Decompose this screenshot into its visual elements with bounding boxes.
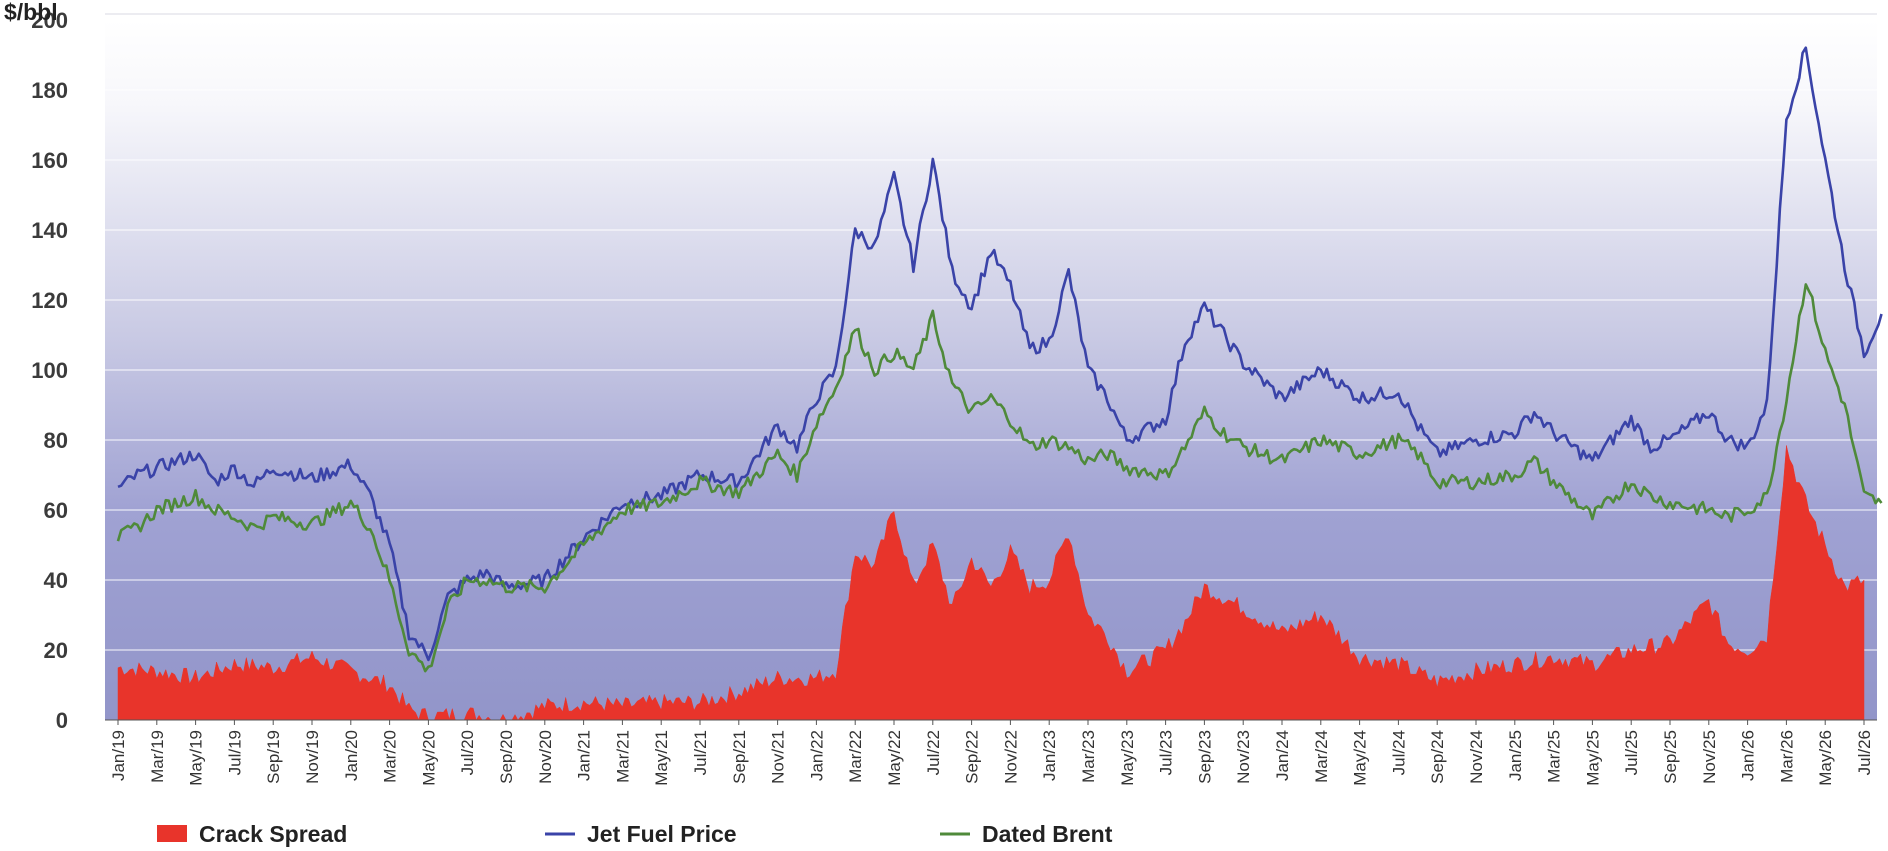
y-axis: 0 20 40 60 80 100 120 140 160 180 200	[31, 8, 1877, 733]
y-tick-label: 120	[31, 288, 68, 313]
x-tick-label: Sep/25	[1661, 730, 1680, 784]
x-tick-label: Sep/22	[963, 730, 982, 784]
x-tick-label: Nov/22	[1001, 730, 1020, 784]
y-tick-label: 60	[44, 498, 68, 523]
x-tick-label: Jul/22	[924, 730, 943, 775]
legend: Crack Spread Jet Fuel Price Dated Brent	[157, 821, 1113, 847]
gridlines	[105, 13, 1877, 651]
price-lines-layer	[116, 46, 1883, 673]
x-tick-label: Mar/19	[148, 730, 167, 783]
x-tick-label: Jan/21	[575, 730, 594, 781]
x-tick-label: May/23	[1118, 730, 1137, 786]
x-tick-label: Nov/19	[303, 730, 322, 784]
x-tick-label: May/22	[885, 730, 904, 786]
x-tick-label: Nov/23	[1234, 730, 1253, 784]
x-tick-label: May/19	[187, 730, 206, 786]
y-tick-label: 180	[31, 78, 68, 103]
y-tick-label: 0	[56, 708, 68, 733]
legend-swatch-crack-spread	[157, 825, 187, 842]
x-tick-label: Sep/20	[497, 730, 516, 784]
x-tick-label: May/25	[1583, 730, 1602, 786]
legend-label: Jet Fuel Price	[587, 821, 737, 847]
x-tick-label: Jan/20	[342, 730, 361, 781]
x-tick-label: Jan/22	[807, 730, 826, 781]
x-tick-label: Jul/25	[1622, 730, 1641, 775]
x-tick-label: May/21	[652, 730, 671, 786]
x-tick-label: Mar/22	[846, 730, 865, 783]
x-tick-label: Sep/23	[1195, 730, 1214, 784]
x-tick-label: Mar/20	[381, 730, 400, 783]
x-tick-label: Jan/26	[1739, 730, 1758, 781]
x-tick-label: Jan/19	[109, 730, 128, 781]
y-tick-label: 200	[31, 8, 68, 33]
x-tick-label: May/26	[1816, 730, 1835, 786]
x-tick-label: Mar/25	[1545, 730, 1564, 783]
y-axis-unit-label: $/bbl	[4, 0, 58, 25]
x-tick-label: Jul/24	[1389, 730, 1408, 775]
x-tick-label: Nov/25	[1700, 730, 1719, 784]
y-tick-label: 140	[31, 218, 68, 243]
y-tick-label: 40	[44, 568, 68, 593]
x-tick-label: Mar/23	[1079, 730, 1098, 783]
crack-spread-area-layer	[117, 445, 1865, 721]
x-tick-label: Jul/20	[458, 730, 477, 775]
x-axis: Jan/19 Mar/19 May/19 Jul/19 Sep/19 Nov/19 Jan/…	[109, 720, 1874, 786]
legend-label: Crack Spread	[199, 821, 347, 847]
x-tick-label: Nov/21	[769, 730, 788, 784]
x-tick-label: Nov/20	[536, 730, 555, 784]
x-tick-label: Mar/26	[1777, 730, 1796, 783]
x-tick-label: Jan/23	[1040, 730, 1059, 781]
y-tick-label: 160	[31, 148, 68, 173]
x-tick-label: Jan/24	[1273, 730, 1292, 781]
series-crack-spread-area	[117, 445, 1865, 721]
x-tick-label: May/20	[419, 730, 438, 786]
series-dated-brent-line	[116, 283, 1883, 673]
y-tick-label: 100	[31, 358, 68, 383]
series-jet-fuel-line	[117, 46, 1883, 662]
x-tick-label: Sep/24	[1428, 730, 1447, 784]
x-tick-label: Sep/19	[264, 730, 283, 784]
x-tick-label: Mar/21	[613, 730, 632, 783]
x-tick-label: Jul/26	[1855, 730, 1874, 775]
x-tick-label: Mar/24	[1312, 730, 1331, 783]
x-tick-label: Jul/19	[225, 730, 244, 775]
x-tick-label: Nov/24	[1467, 730, 1486, 784]
y-tick-label: 20	[44, 638, 68, 663]
legend-label: Dated Brent	[982, 821, 1113, 847]
x-tick-label: Jul/23	[1157, 730, 1176, 775]
x-tick-label: Sep/21	[730, 730, 749, 784]
y-tick-label: 80	[44, 428, 68, 453]
x-tick-label: Jul/21	[691, 730, 710, 775]
x-tick-label: Jan/25	[1506, 730, 1525, 781]
x-tick-label: May/24	[1351, 730, 1370, 786]
